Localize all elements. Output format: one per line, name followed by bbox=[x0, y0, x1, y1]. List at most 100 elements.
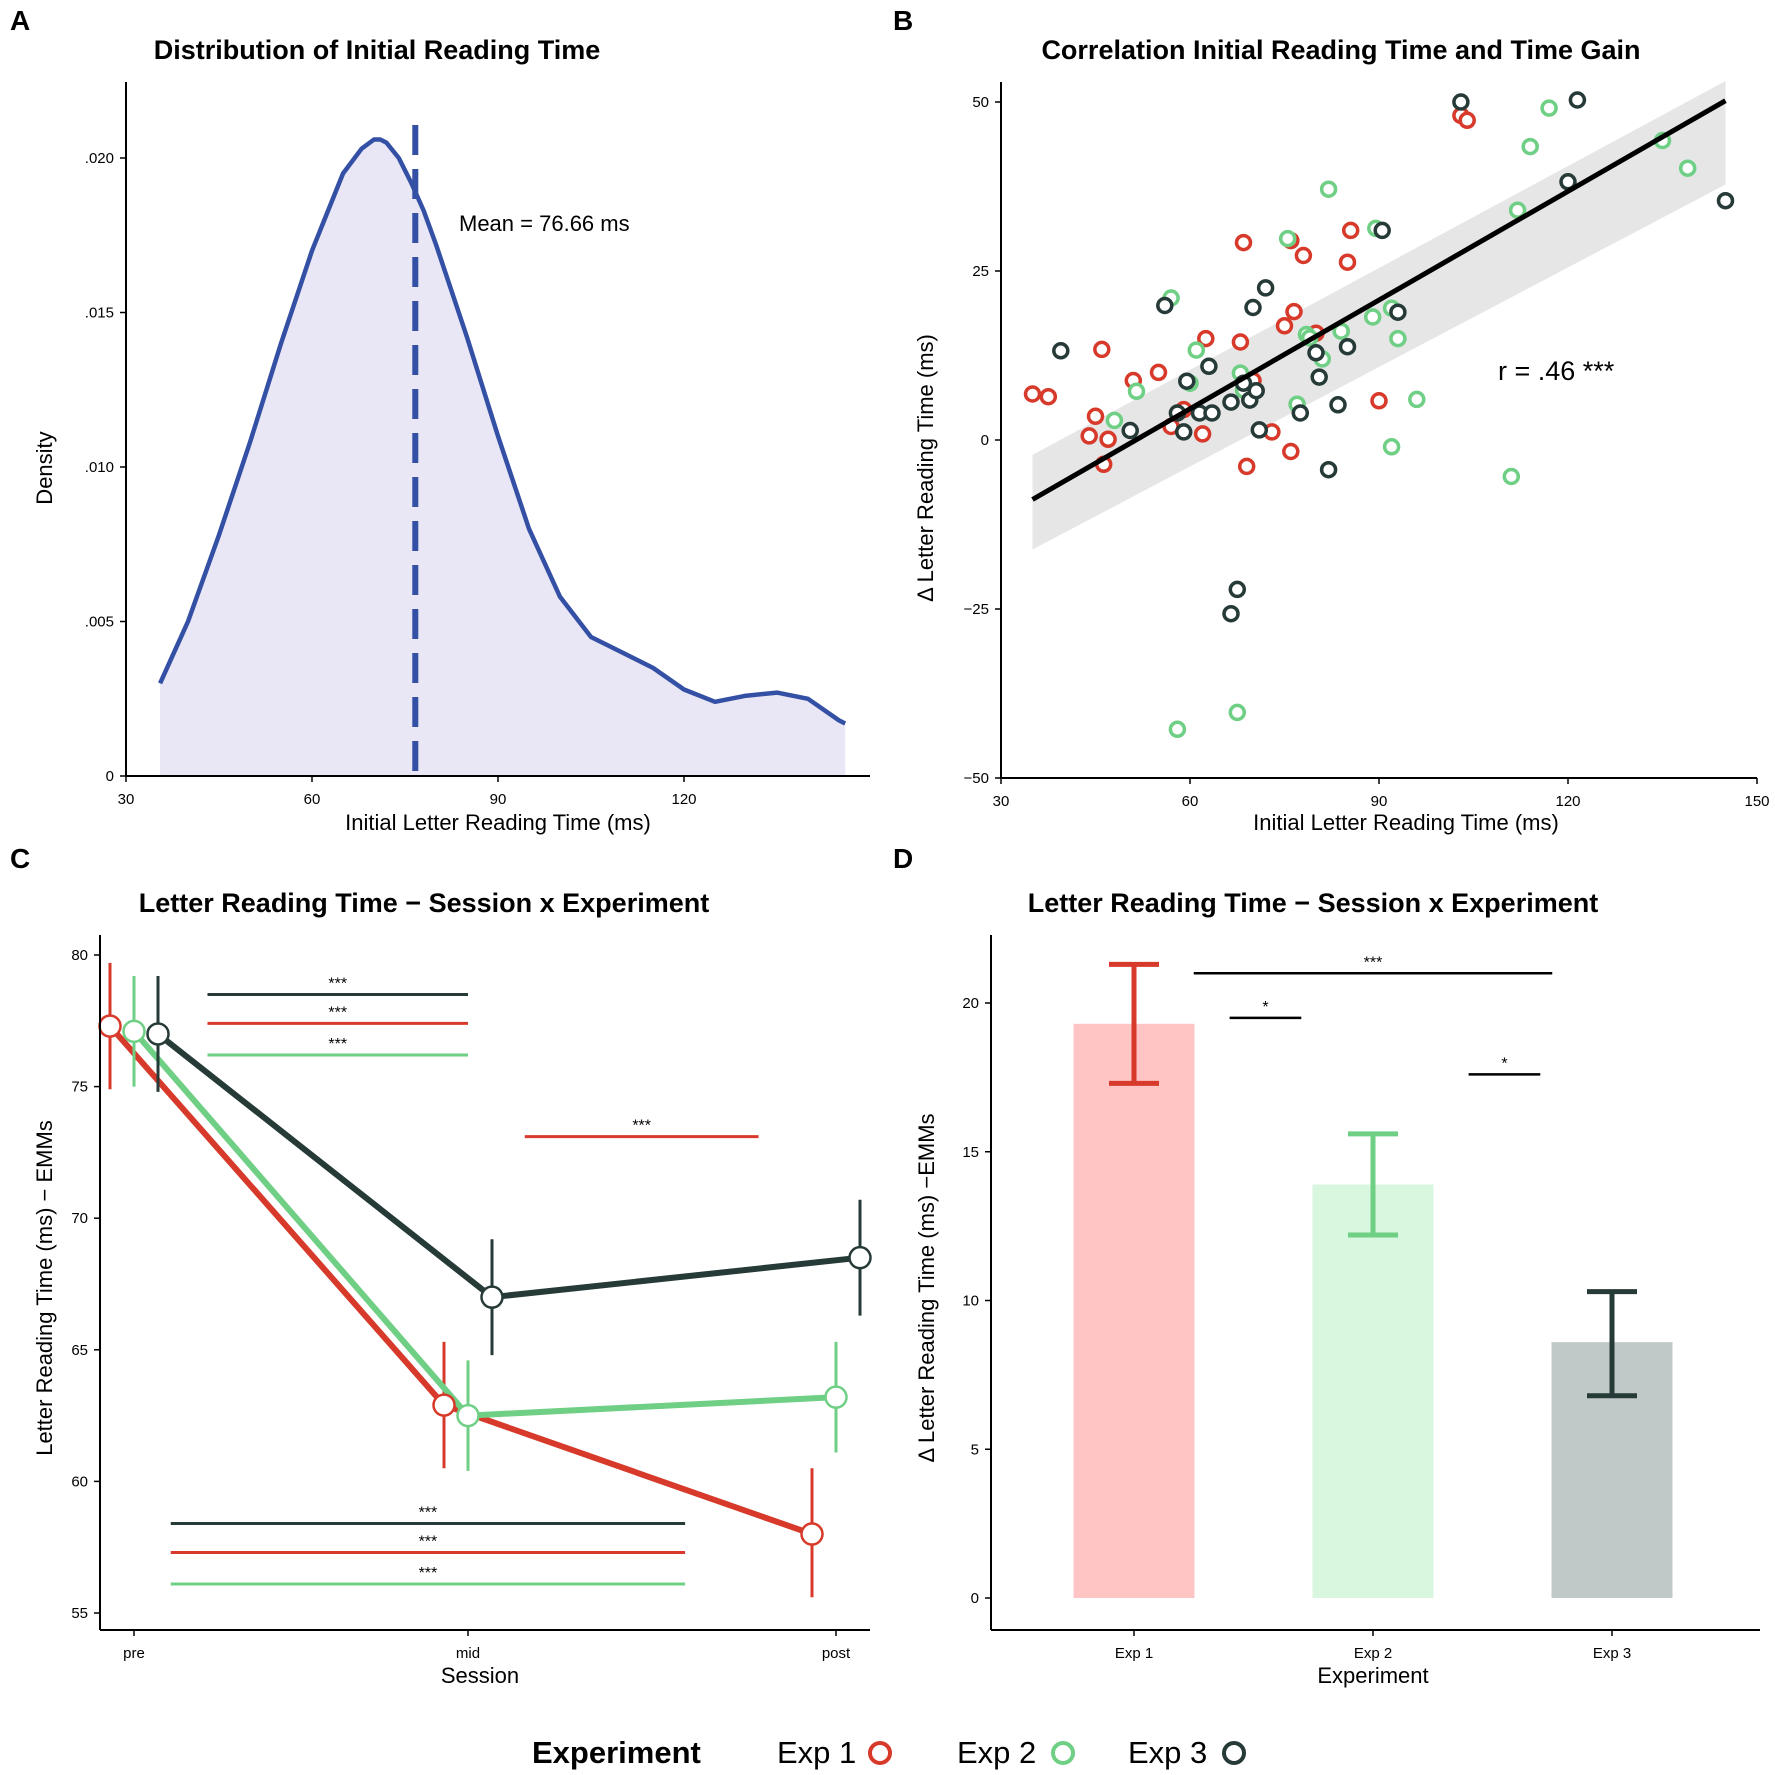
scatter-point-exp3 bbox=[1338, 337, 1357, 356]
scatter-point-exp1 bbox=[1234, 233, 1253, 252]
significance-label: * bbox=[1501, 1055, 1507, 1072]
scatter-point-exp2 bbox=[1389, 329, 1407, 348]
scatter-point-exp3 bbox=[1568, 91, 1587, 109]
point-exp2 bbox=[824, 1385, 848, 1409]
correlation-annotation: r = .46 *** bbox=[1498, 356, 1615, 386]
scatter-point-exp1 bbox=[1237, 457, 1256, 476]
scatter-point-exp2 bbox=[1502, 467, 1521, 486]
x-axis-label: Initial Letter Reading Time (ms) bbox=[1253, 810, 1559, 835]
y-tick-label: 75 bbox=[71, 1079, 88, 1096]
regression-line bbox=[1031, 98, 1727, 502]
scatter-point-exp1 bbox=[1341, 221, 1360, 240]
scatter-point-exp3 bbox=[1310, 368, 1328, 386]
scatter-point-exp2 bbox=[1127, 382, 1146, 401]
scatter-point-exp1 bbox=[1231, 333, 1250, 351]
panel-letter: C bbox=[10, 843, 30, 874]
y-tick-label: 70 bbox=[71, 1210, 88, 1227]
scatter-point-exp2 bbox=[1363, 308, 1382, 326]
significance-label: *** bbox=[328, 1036, 347, 1053]
mean-annotation: Mean = 76.66 ms bbox=[459, 211, 630, 236]
scatter-point-exp3 bbox=[1178, 372, 1196, 390]
scatter-point-exp3 bbox=[1373, 221, 1391, 240]
scatter-point-exp3 bbox=[1222, 604, 1240, 623]
y-tick-label: 55 bbox=[71, 1605, 88, 1622]
scatter-point-exp2 bbox=[1678, 159, 1697, 177]
significance-label: *** bbox=[1364, 954, 1383, 971]
panel-letter: B bbox=[893, 5, 913, 36]
significance-label: *** bbox=[632, 1118, 651, 1135]
x-axis-label: Initial Letter Reading Time (ms) bbox=[345, 810, 651, 835]
scatter-point-exp2 bbox=[1168, 720, 1187, 739]
legend-marker-exp1 bbox=[868, 1741, 892, 1765]
x-tick-label: 150 bbox=[1744, 793, 1769, 810]
scatter-point-exp3 bbox=[1156, 296, 1174, 315]
scatter-point-exp3 bbox=[1452, 93, 1470, 111]
scatter-point-exp1 bbox=[1099, 430, 1117, 449]
panel-b-scatter: r = .46 *** −50 −25 0 25 50 30 60 90 120 150 Correl… bbox=[913, 35, 1770, 835]
point-exp3 bbox=[480, 1285, 504, 1309]
y-tick-label: 0 bbox=[106, 768, 114, 785]
scatter-point-exp3 bbox=[1174, 423, 1193, 441]
y-tick-label: 5 bbox=[971, 1441, 979, 1458]
chart-title: Correlation Initial Reading Time and Tim… bbox=[1041, 35, 1640, 65]
y-tick-label: 65 bbox=[71, 1342, 88, 1359]
chart-title: Distribution of Initial Reading Time bbox=[154, 35, 601, 65]
scatter-point-exp1 bbox=[1338, 253, 1357, 271]
y-tick-label: 10 bbox=[962, 1293, 979, 1310]
y-tick-label: 25 bbox=[972, 263, 989, 280]
legend-title: Experiment bbox=[532, 1735, 701, 1770]
y-tick-label: 15 bbox=[962, 1144, 979, 1161]
series-line-exp2 bbox=[131, 1029, 837, 1419]
scatter-point-exp2 bbox=[1187, 341, 1206, 359]
scatter-point-exp2 bbox=[1521, 137, 1539, 156]
significance-label: *** bbox=[419, 1505, 438, 1522]
series-line-exp3 bbox=[156, 1031, 861, 1301]
panel-letter: D bbox=[893, 843, 913, 874]
scatter-point-exp3 bbox=[1247, 381, 1265, 400]
y-tick-label: .005 bbox=[85, 614, 114, 631]
scatter-point-exp3 bbox=[1250, 421, 1269, 439]
x-tick-label: Exp 1 bbox=[1115, 1645, 1153, 1662]
x-tick-label: 120 bbox=[1555, 793, 1580, 810]
chart-title: Letter Reading Time − Session x Experime… bbox=[1028, 888, 1598, 918]
x-tick-label: mid bbox=[456, 1645, 480, 1662]
bar-exp2 bbox=[1312, 1184, 1434, 1598]
scatter-point-exp2 bbox=[1508, 201, 1527, 219]
x-tick-label: Exp 3 bbox=[1593, 1645, 1631, 1662]
y-tick-label: −25 bbox=[964, 601, 989, 618]
scatter-point-exp3 bbox=[1121, 421, 1139, 440]
scatter-point-exp1 bbox=[1193, 425, 1212, 443]
scatter-point-exp1 bbox=[1458, 111, 1476, 130]
x-tick-label: 60 bbox=[304, 791, 321, 808]
y-axis-label: Δ Letter Reading Time (ms) −EMMs bbox=[914, 1113, 939, 1462]
scatter-point-exp2 bbox=[1408, 390, 1426, 409]
scatter-point-exp3 bbox=[1244, 298, 1262, 317]
y-tick-label: 80 bbox=[71, 947, 88, 964]
legend-marker-exp2 bbox=[1051, 1741, 1075, 1765]
point-exp1 bbox=[98, 1014, 122, 1038]
x-tick-label: 60 bbox=[1182, 793, 1199, 810]
point-exp1 bbox=[432, 1393, 456, 1417]
point-exp1 bbox=[800, 1522, 824, 1546]
y-tick-label: .015 bbox=[85, 305, 114, 322]
legend-label-exp2: Exp 2 bbox=[957, 1735, 1036, 1770]
y-tick-label: 0 bbox=[971, 1590, 979, 1607]
y-tick-label: 0 bbox=[981, 432, 989, 449]
significance-label: *** bbox=[419, 1565, 438, 1582]
significance-label: *** bbox=[419, 1533, 438, 1550]
legend-label-exp3: Exp 3 bbox=[1128, 1735, 1207, 1770]
scatter-point-exp3 bbox=[1200, 357, 1218, 376]
density-area bbox=[160, 139, 846, 776]
legend-label-exp1: Exp 1 bbox=[777, 1735, 856, 1770]
scatter-point-exp3 bbox=[1319, 460, 1338, 479]
point-exp2 bbox=[456, 1403, 480, 1428]
x-tick-label: 90 bbox=[490, 791, 507, 808]
scatter-point-exp1 bbox=[1080, 427, 1098, 445]
series-line-exp1 bbox=[107, 1024, 813, 1537]
point-exp3 bbox=[848, 1245, 872, 1270]
scatter-point-exp2 bbox=[1382, 438, 1401, 456]
scatter-point-exp3 bbox=[1389, 303, 1407, 321]
scatter-point-exp2 bbox=[1228, 703, 1247, 722]
